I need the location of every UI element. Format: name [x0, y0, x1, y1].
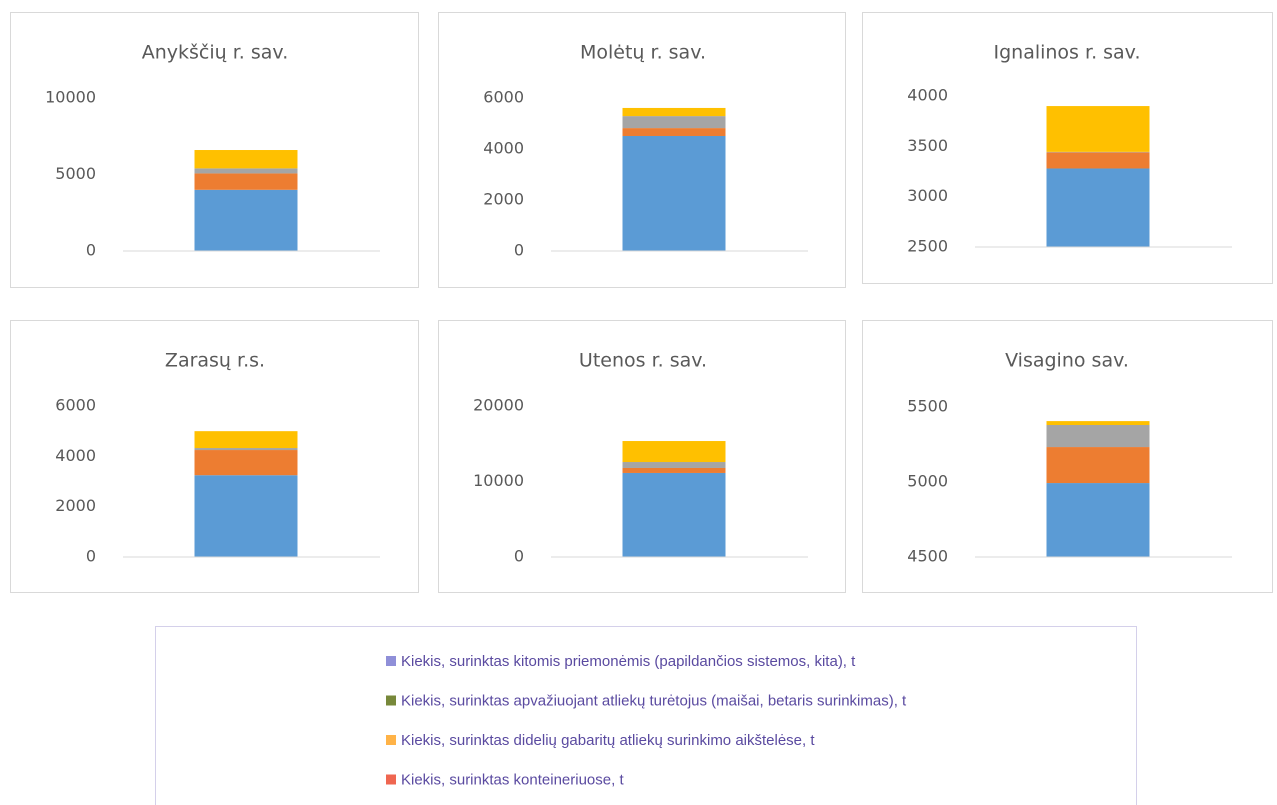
y-tick-label: 5500 — [907, 397, 948, 416]
y-tick-label: 2000 — [55, 496, 96, 515]
bar-segment — [622, 467, 726, 473]
legend-swatch — [386, 774, 396, 785]
y-tick-label: 4500 — [907, 547, 948, 566]
y-tick-label: 3500 — [907, 136, 948, 155]
bar-segment — [622, 462, 726, 468]
bar-segment — [194, 450, 298, 476]
bar-segment — [1046, 425, 1150, 448]
bar-segment — [194, 173, 298, 190]
bar-segment — [622, 135, 726, 251]
y-tick-label: 0 — [86, 241, 96, 260]
y-tick-label: 2500 — [907, 237, 948, 256]
y-tick-label: 10000 — [45, 88, 96, 107]
bar-segment — [194, 431, 298, 449]
y-tick-label: 4000 — [907, 86, 948, 105]
y-tick-label: 4000 — [483, 139, 524, 158]
legend-swatch — [386, 735, 396, 745]
bar-segment — [194, 189, 298, 251]
bar-segment — [194, 475, 298, 557]
y-tick-label: 5000 — [55, 164, 96, 183]
chart-title: Anykščių r. sav. — [142, 42, 289, 64]
y-tick-label: 6000 — [483, 88, 524, 107]
chart-title: Ignalinos r. sav. — [993, 42, 1140, 64]
bar-segment — [1046, 168, 1150, 247]
y-tick-label: 4000 — [55, 446, 96, 465]
bar-segment — [622, 441, 726, 463]
bar-segment — [1046, 421, 1150, 425]
y-tick-label: 10000 — [473, 471, 524, 490]
legend-label: Kiekis, surinktas konteineriuose, t — [401, 771, 624, 788]
bar-segment — [194, 168, 298, 174]
y-tick-label: 5000 — [907, 472, 948, 491]
bar-segment — [194, 448, 298, 451]
chart-title: Visagino sav. — [1005, 350, 1129, 372]
bar-segment — [1046, 447, 1150, 484]
chart-title: Molėtų r. sav. — [580, 42, 706, 64]
chart-title: Utenos r. sav. — [579, 350, 707, 372]
bar-segment — [622, 116, 726, 129]
legend-box — [155, 626, 1137, 805]
y-tick-label: 0 — [514, 241, 524, 260]
bar-segment — [1046, 151, 1150, 153]
bar-segment — [1046, 152, 1150, 169]
legend-swatch — [386, 656, 396, 666]
legend-swatch — [386, 695, 396, 706]
bar-segment — [1046, 106, 1150, 152]
legend-label: Kiekis, surinktas apvažiuojant atliekų t… — [401, 692, 907, 709]
chart-title: Zarasų r.s. — [165, 350, 265, 372]
y-tick-label: 3000 — [907, 186, 948, 205]
bar-segment — [1046, 483, 1150, 557]
bar-segment — [194, 150, 298, 169]
y-tick-label: 20000 — [473, 396, 524, 415]
y-tick-label: 6000 — [55, 396, 96, 415]
y-tick-label: 0 — [514, 547, 524, 566]
y-tick-label: 2000 — [483, 190, 524, 209]
bar-segment — [622, 107, 726, 117]
legend-label: Kiekis, surinktas kitomis priemonėmis (p… — [401, 653, 856, 670]
bar-segment — [622, 472, 726, 557]
y-tick-label: 0 — [86, 547, 96, 566]
bar-segment — [622, 128, 726, 136]
legend-label: Kiekis, surinktas didelių gabaritų atlie… — [401, 732, 815, 749]
